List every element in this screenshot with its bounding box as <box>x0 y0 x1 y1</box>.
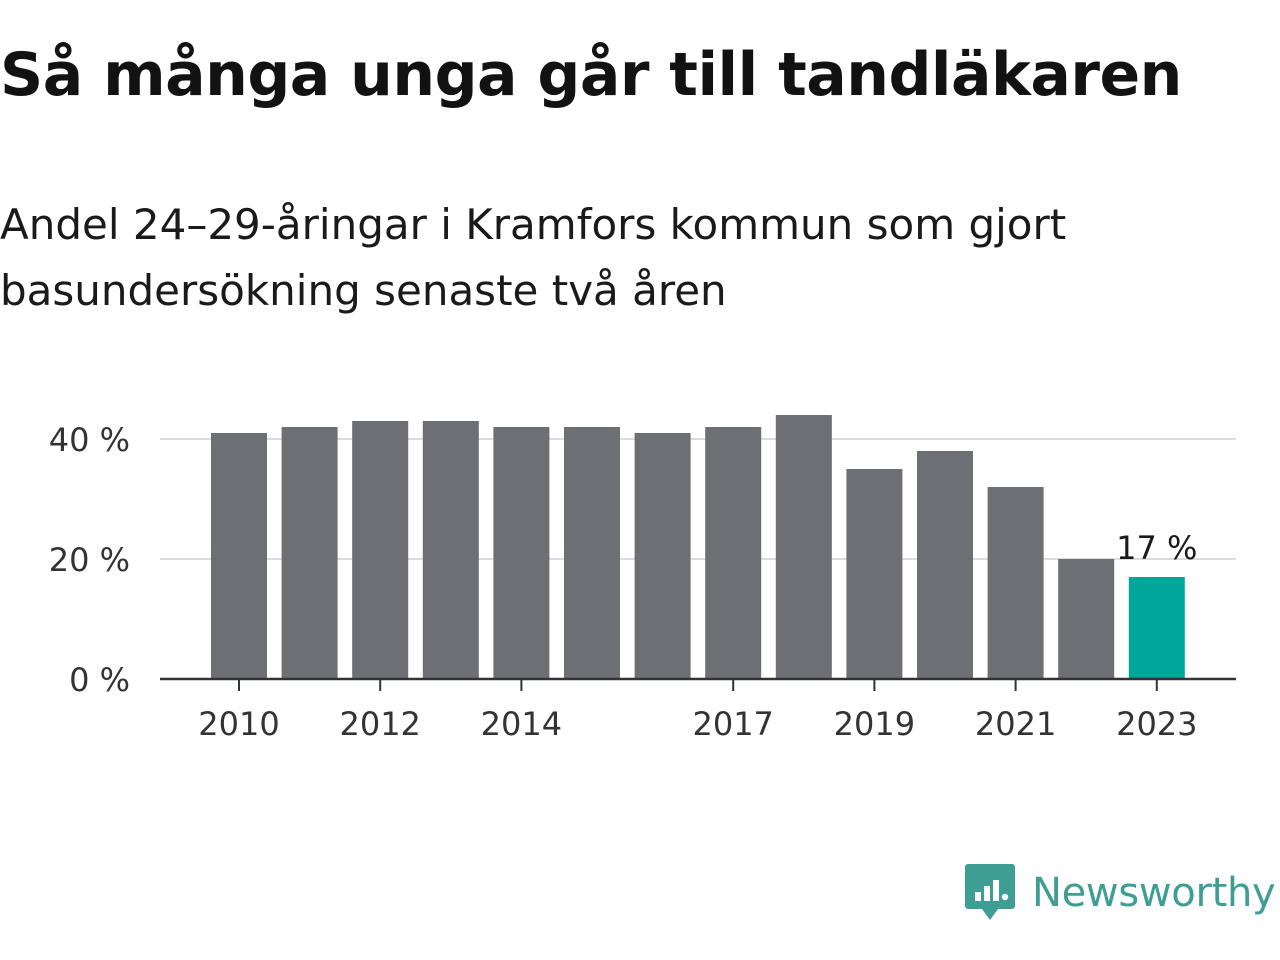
x-tick-label: 2017 <box>692 705 773 743</box>
bar <box>422 421 479 679</box>
y-tick-label: 40 % <box>49 421 130 459</box>
newsworthy-logo: Newsworthy <box>964 862 1276 924</box>
gridlines <box>160 438 1236 560</box>
x-axis <box>160 677 1236 691</box>
x-tick-label: 2012 <box>339 705 420 743</box>
x-tick-label: 2014 <box>481 705 562 743</box>
chart-title: Så många unga går till tandläkaren <box>0 40 1182 110</box>
x-tick-label: 2010 <box>198 705 279 743</box>
y-tick-label: 20 % <box>49 541 130 579</box>
bar <box>634 433 691 679</box>
bar <box>493 427 550 679</box>
highlight-bar <box>1128 577 1185 679</box>
bar <box>846 469 903 679</box>
chart-subtitle: Andel 24–29-åringar i Kramfors kommun so… <box>0 200 1067 315</box>
brand-name: Newsworthy <box>1032 870 1276 916</box>
y-tick-label: 0 % <box>69 661 130 699</box>
bar <box>211 433 267 679</box>
newsworthy-logo-icon <box>965 864 1015 920</box>
bar <box>775 415 832 679</box>
labels: 0 % 20 % 40 % 2010 2012 2014 2017 2019 2021 2023 1… <box>49 421 1198 743</box>
bars <box>211 415 1185 679</box>
bar <box>705 427 762 679</box>
bar <box>1058 559 1115 679</box>
highlight-data-label: 17 % <box>1116 529 1197 567</box>
bar-chart: 0 % 20 % 40 % 2010 2012 2014 2017 2019 2021 2023 1… <box>49 415 1236 743</box>
bar <box>281 427 338 679</box>
x-tick-label: 2021 <box>975 705 1056 743</box>
bar <box>987 487 1044 679</box>
bar <box>564 427 620 679</box>
x-tick-label: 2019 <box>834 705 915 743</box>
bar <box>917 451 973 679</box>
x-tick-label: 2023 <box>1116 705 1197 743</box>
bar <box>352 421 409 679</box>
